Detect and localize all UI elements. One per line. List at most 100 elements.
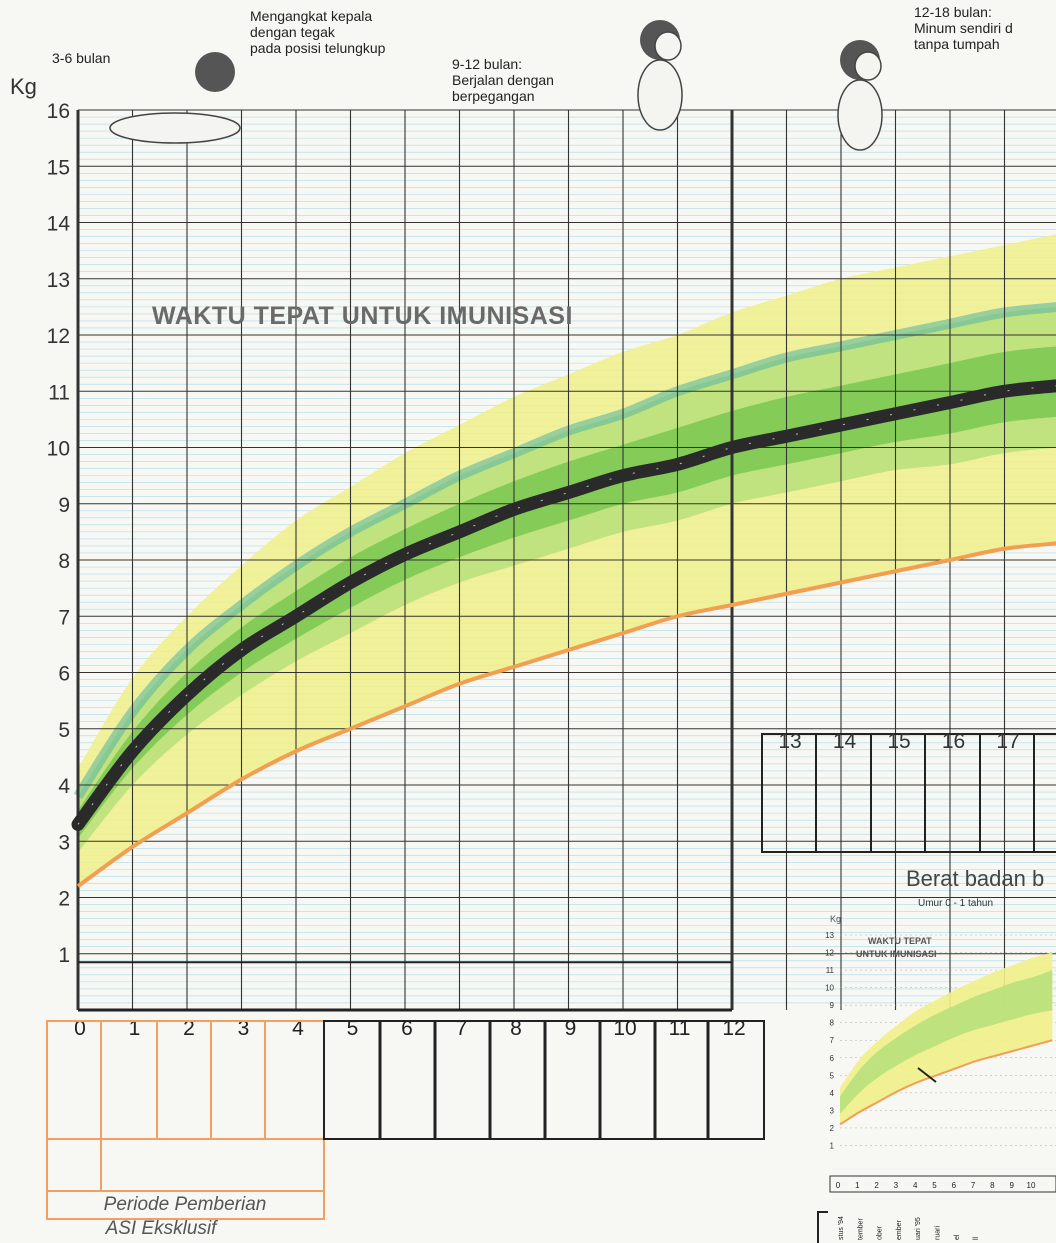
mini-y-tick: 4 bbox=[830, 1089, 835, 1098]
x-tick-label: 9 bbox=[565, 1017, 577, 1040]
x-tick-label: 8 bbox=[510, 1017, 522, 1040]
chart-title: WAKTU TEPAT UNTUK IMUNISASI bbox=[152, 302, 573, 330]
x-tick-label: 2 bbox=[183, 1017, 195, 1040]
reference-lines bbox=[71, 379, 1056, 888]
y-tick-label: 1 bbox=[58, 944, 70, 967]
mini-month-row bbox=[829, 1175, 1056, 1193]
mini-y-tick: 9 bbox=[830, 1001, 835, 1010]
mini-y-tick: 1 bbox=[830, 1141, 835, 1150]
y-tick-label: 2 bbox=[58, 888, 70, 911]
y-tick-label: 3 bbox=[58, 831, 70, 854]
asi-label-box bbox=[46, 1190, 325, 1220]
y-tick-label: 10 bbox=[47, 438, 70, 461]
month-box-row2-label: 14 bbox=[833, 730, 857, 753]
x-tick-label: 10 bbox=[613, 1017, 636, 1040]
y-tick-label: 7 bbox=[58, 606, 70, 629]
baby-face bbox=[854, 51, 882, 81]
milestone-12-18: 12-18 bulan: Minum sendiri d tanpa tumpa… bbox=[914, 4, 1013, 52]
y-tick-label: 16 bbox=[47, 100, 70, 123]
asi-label-line1: Periode Pemberian bbox=[103, 1194, 267, 1215]
mini-lower-line bbox=[839, 1039, 1053, 1126]
asi-row-2 bbox=[46, 1138, 325, 1192]
berat-badan-label: Berat badan b bbox=[906, 866, 1045, 891]
mini-y-tick: 11 bbox=[826, 966, 835, 975]
mini-x-tick: 7 bbox=[971, 1181, 976, 1190]
y-tick-label: 5 bbox=[58, 719, 70, 742]
mini-month-name: ll bbox=[973, 1236, 980, 1240]
mini-y-tick: 5 bbox=[830, 1071, 835, 1080]
y-tick-label: 11 bbox=[48, 381, 70, 404]
baby-head bbox=[195, 52, 235, 92]
y-tick-label: 9 bbox=[58, 494, 70, 517]
mini-y-tick: 12 bbox=[825, 949, 834, 958]
baby-body bbox=[637, 59, 683, 131]
baby-body bbox=[837, 79, 883, 151]
mini-title-line1: WAKTU TEPAT bbox=[868, 936, 932, 946]
mini-y-tick: 7 bbox=[830, 1036, 835, 1045]
mini-x-tick: 0 bbox=[836, 1181, 841, 1190]
x-tick-label: 1 bbox=[129, 1017, 141, 1040]
mini-y-tick: 13 bbox=[825, 931, 834, 940]
major-gridlines bbox=[76, 109, 1056, 1012]
mini-y-tick: 3 bbox=[830, 1106, 835, 1115]
mini-x-tick: 2 bbox=[874, 1181, 879, 1190]
lower-boundary-line bbox=[76, 541, 1056, 888]
mini-bracket bbox=[817, 1211, 828, 1243]
baby-walking-icon bbox=[637, 20, 683, 131]
month-box-row2-label: 15 bbox=[887, 730, 910, 753]
y-tick-label: 4 bbox=[58, 775, 70, 798]
mini-month-name: el bbox=[954, 1234, 961, 1240]
y-tick-label: 8 bbox=[58, 550, 70, 573]
month-box-row2-label: 16 bbox=[942, 730, 965, 753]
y-tick-label: 6 bbox=[58, 663, 70, 686]
mini-x-tick: 3 bbox=[894, 1181, 899, 1190]
mini-green-band bbox=[840, 970, 1053, 1114]
mini-x-tick: 8 bbox=[990, 1181, 995, 1190]
y-tick-label: 12 bbox=[47, 325, 70, 348]
mini-unit-label: Kg bbox=[830, 914, 842, 924]
mini-x-tick: 1 bbox=[855, 1181, 860, 1190]
mini-month-name: tember bbox=[857, 1218, 864, 1240]
month-box-row2-label: 17 bbox=[996, 730, 1019, 753]
mini-y-tick: 10 bbox=[825, 984, 834, 993]
y-tick-label: 13 bbox=[47, 269, 70, 292]
y-unit-label: Kg bbox=[10, 74, 37, 99]
mini-y-tick: 6 bbox=[830, 1054, 835, 1063]
month-boxes: 13 14 15 16 17 bbox=[46, 20, 1056, 1220]
mini-x-tick: 9 bbox=[1009, 1181, 1014, 1190]
milestone-3-6: 3-6 bulan bbox=[52, 50, 111, 66]
x-tick-label: 7 bbox=[456, 1017, 468, 1040]
milestone-9-12: 9-12 bulan: Berjalan dengan berpegangan bbox=[452, 56, 554, 104]
x-tick-label: 5 bbox=[347, 1017, 359, 1040]
mini-month-name: stus '94 bbox=[838, 1216, 845, 1240]
month-box-row-2 bbox=[761, 733, 1056, 853]
mini-month-name: ember bbox=[896, 1219, 903, 1240]
x-tick-label: 12 bbox=[722, 1017, 745, 1040]
x-tick-label: 3 bbox=[238, 1017, 250, 1040]
mini-x-tick: 4 bbox=[913, 1181, 918, 1190]
y-tick-label: 15 bbox=[47, 156, 70, 179]
asi-label-line2: ASI Eksklusif bbox=[105, 1218, 217, 1239]
baby-face bbox=[654, 31, 682, 61]
mini-month-name: ruari bbox=[935, 1226, 942, 1240]
month-box-row2-label: 13 bbox=[778, 730, 801, 753]
baby-drinking-icon bbox=[837, 40, 883, 151]
x-tick-label: 6 bbox=[401, 1017, 413, 1040]
x-tick-label: 4 bbox=[292, 1017, 304, 1040]
x-tick-label: 11 bbox=[669, 1017, 691, 1040]
median-line bbox=[71, 379, 1056, 831]
mini-y-tick: 8 bbox=[830, 1019, 835, 1028]
milestone-head-lift: Mengangkat kepala dengan tegak pada posi… bbox=[250, 8, 386, 56]
y-tick-label: 14 bbox=[47, 213, 71, 236]
mini-x-tick: 5 bbox=[932, 1181, 937, 1190]
umur-label: Umur 0 - 1 tahun bbox=[918, 898, 994, 909]
mini-marker bbox=[917, 1067, 937, 1083]
mini-month-name: uari '95 bbox=[915, 1217, 922, 1240]
baby-body bbox=[109, 112, 241, 144]
x-tick-label: 0 bbox=[74, 1017, 86, 1040]
mini-x-tick: 6 bbox=[952, 1181, 957, 1190]
